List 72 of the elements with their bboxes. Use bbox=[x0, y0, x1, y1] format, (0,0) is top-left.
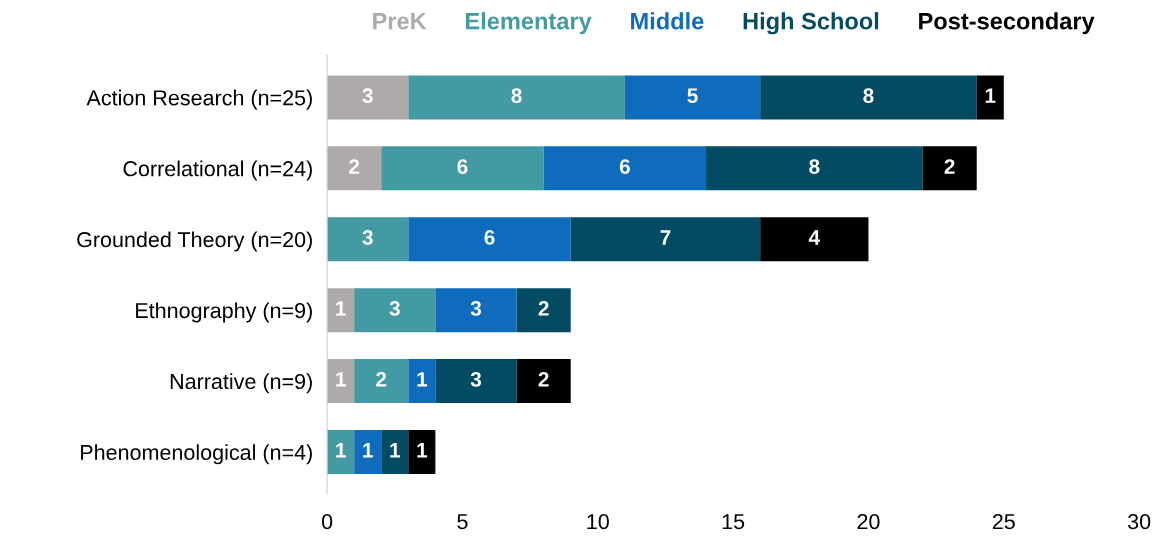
text: Post-secondary bbox=[919, 12, 1095, 35]
bar bbox=[327, 146, 382, 191]
bar bbox=[408, 75, 625, 120]
bar bbox=[543, 146, 707, 191]
data-label: 2 bbox=[349, 159, 360, 174]
data-label: 1 bbox=[985, 88, 996, 103]
data-label: 1 bbox=[417, 443, 428, 458]
y-tick-label: Phenomenological (n=4) bbox=[81, 444, 312, 465]
bar bbox=[381, 146, 544, 191]
bar bbox=[327, 430, 355, 475]
bar bbox=[435, 359, 517, 404]
data-label: 1 bbox=[390, 443, 400, 458]
x-tick-label: 10 bbox=[587, 513, 609, 530]
data-label: 8 bbox=[863, 88, 874, 104]
data-label: 3 bbox=[389, 301, 400, 316]
series-label: High School bbox=[743, 12, 879, 35]
bar bbox=[570, 217, 761, 262]
bar bbox=[624, 75, 761, 120]
y-tick-label: Narrative (n=9) bbox=[170, 373, 312, 394]
data-label: 1 bbox=[336, 372, 346, 387]
data-label: 6 bbox=[457, 159, 468, 174]
data-label: 5 bbox=[687, 88, 698, 104]
y-tick-label: Ethnography (n=9) bbox=[136, 302, 312, 323]
bar bbox=[408, 359, 436, 404]
x-tick-label: 5 bbox=[457, 514, 468, 530]
data-label: 1 bbox=[336, 443, 346, 458]
bar bbox=[760, 75, 977, 120]
series-label: Elementary bbox=[466, 12, 592, 35]
data-label: 3 bbox=[362, 88, 373, 104]
bar bbox=[922, 146, 977, 191]
bar bbox=[408, 217, 571, 262]
x-tick-label: 30 bbox=[1127, 513, 1151, 530]
bar bbox=[435, 288, 517, 333]
x-tick-label: 25 bbox=[992, 513, 1015, 530]
series-label: Middle bbox=[631, 12, 704, 30]
data-label: 2 bbox=[376, 371, 387, 387]
bar bbox=[976, 75, 1004, 120]
bar bbox=[327, 75, 409, 120]
bar bbox=[327, 359, 355, 404]
data-label: 6 bbox=[619, 159, 630, 174]
bar bbox=[354, 430, 382, 475]
x-tick-label: 20 bbox=[857, 513, 880, 530]
data-label: 2 bbox=[538, 301, 549, 316]
series-label: PreK bbox=[373, 13, 427, 30]
bar bbox=[354, 359, 409, 404]
y-tick-label: Action Research (n=25) bbox=[86, 89, 312, 110]
data-label: 4 bbox=[808, 230, 820, 245]
data-label: 8 bbox=[511, 88, 522, 104]
x-tick-label: 15 bbox=[722, 514, 745, 530]
bar bbox=[408, 430, 436, 475]
data-label: 1 bbox=[417, 372, 428, 387]
x-tick-label: 0 bbox=[321, 513, 333, 530]
bar bbox=[516, 359, 571, 404]
data-label: 6 bbox=[484, 230, 495, 245]
data-label: 1 bbox=[336, 301, 346, 316]
bar bbox=[381, 430, 409, 475]
y-tick-label: Correlational (n=24) bbox=[123, 160, 312, 181]
bar bbox=[354, 288, 436, 333]
bar bbox=[516, 288, 571, 333]
y-tick-label: Grounded Theory (n=20) bbox=[77, 231, 312, 252]
bar bbox=[706, 146, 923, 191]
data-label: 3 bbox=[470, 301, 482, 316]
data-label: 7 bbox=[660, 230, 671, 245]
data-label: 3 bbox=[470, 371, 482, 387]
data-label: 2 bbox=[944, 159, 955, 174]
bar bbox=[327, 288, 355, 333]
bar bbox=[327, 217, 409, 262]
bar bbox=[760, 217, 869, 262]
data-label: 3 bbox=[362, 230, 373, 245]
data-label: 2 bbox=[538, 371, 549, 387]
data-label: 1 bbox=[363, 443, 373, 458]
data-label: 8 bbox=[809, 159, 820, 174]
